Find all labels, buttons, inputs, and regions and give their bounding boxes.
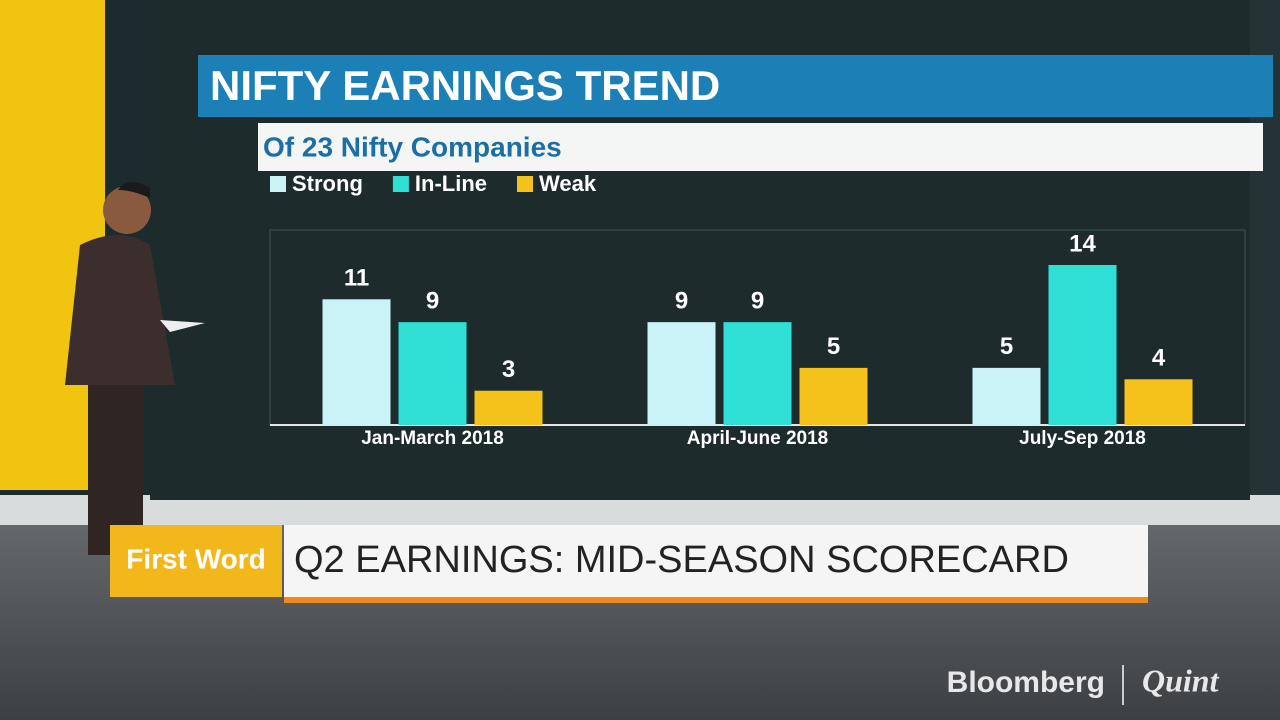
bar xyxy=(1048,265,1117,425)
headline-box xyxy=(284,525,1148,597)
data-label: 9 xyxy=(751,287,764,314)
x-tick-label: Jan-March 2018 xyxy=(361,428,504,449)
legend-swatch xyxy=(270,176,286,192)
logo-right: Quint xyxy=(1142,662,1220,698)
legend-swatch xyxy=(392,176,409,192)
bar xyxy=(1124,379,1193,425)
data-label: 9 xyxy=(675,287,688,314)
chart-subtitle: Of 23 Nifty Companies xyxy=(263,131,562,162)
bar xyxy=(799,367,868,425)
data-label: 11 xyxy=(344,265,369,292)
bar xyxy=(723,322,792,425)
banner-headline: Q2 EARNINGS: MID-SEASON SCORECARD xyxy=(294,539,1069,581)
legend-label: Strong xyxy=(292,171,363,196)
data-label: 4 xyxy=(1152,345,1166,372)
banner-tag: First Word xyxy=(126,543,265,574)
bar xyxy=(474,390,543,425)
tag-box xyxy=(110,525,282,597)
title-bar xyxy=(198,55,1273,117)
legend-swatch xyxy=(517,176,533,192)
x-tick-label: July-Sep 2018 xyxy=(1019,428,1146,449)
data-label: 9 xyxy=(426,287,439,314)
bar xyxy=(972,367,1041,425)
chart: Strong In-Line Weak 11 9 3 Jan-March 2018 9 9 5 Ap… xyxy=(269,171,1246,449)
x-tick-label: April-June 2018 xyxy=(687,428,829,449)
headline-underline xyxy=(284,597,1148,603)
bar xyxy=(398,322,467,425)
data-label: 14 xyxy=(1069,230,1096,257)
chart-title: NIFTY EARNINGS TREND xyxy=(210,62,720,109)
legend-label: In-Line xyxy=(415,171,487,196)
data-label: 5 xyxy=(1000,333,1013,360)
data-label: 3 xyxy=(502,356,515,383)
bar xyxy=(647,322,716,425)
data-label: 5 xyxy=(827,333,840,360)
bar xyxy=(322,299,391,425)
logo-left: Bloomberg xyxy=(947,666,1105,699)
subtitle-bar xyxy=(258,123,1263,171)
legend-label: Weak xyxy=(539,171,597,196)
